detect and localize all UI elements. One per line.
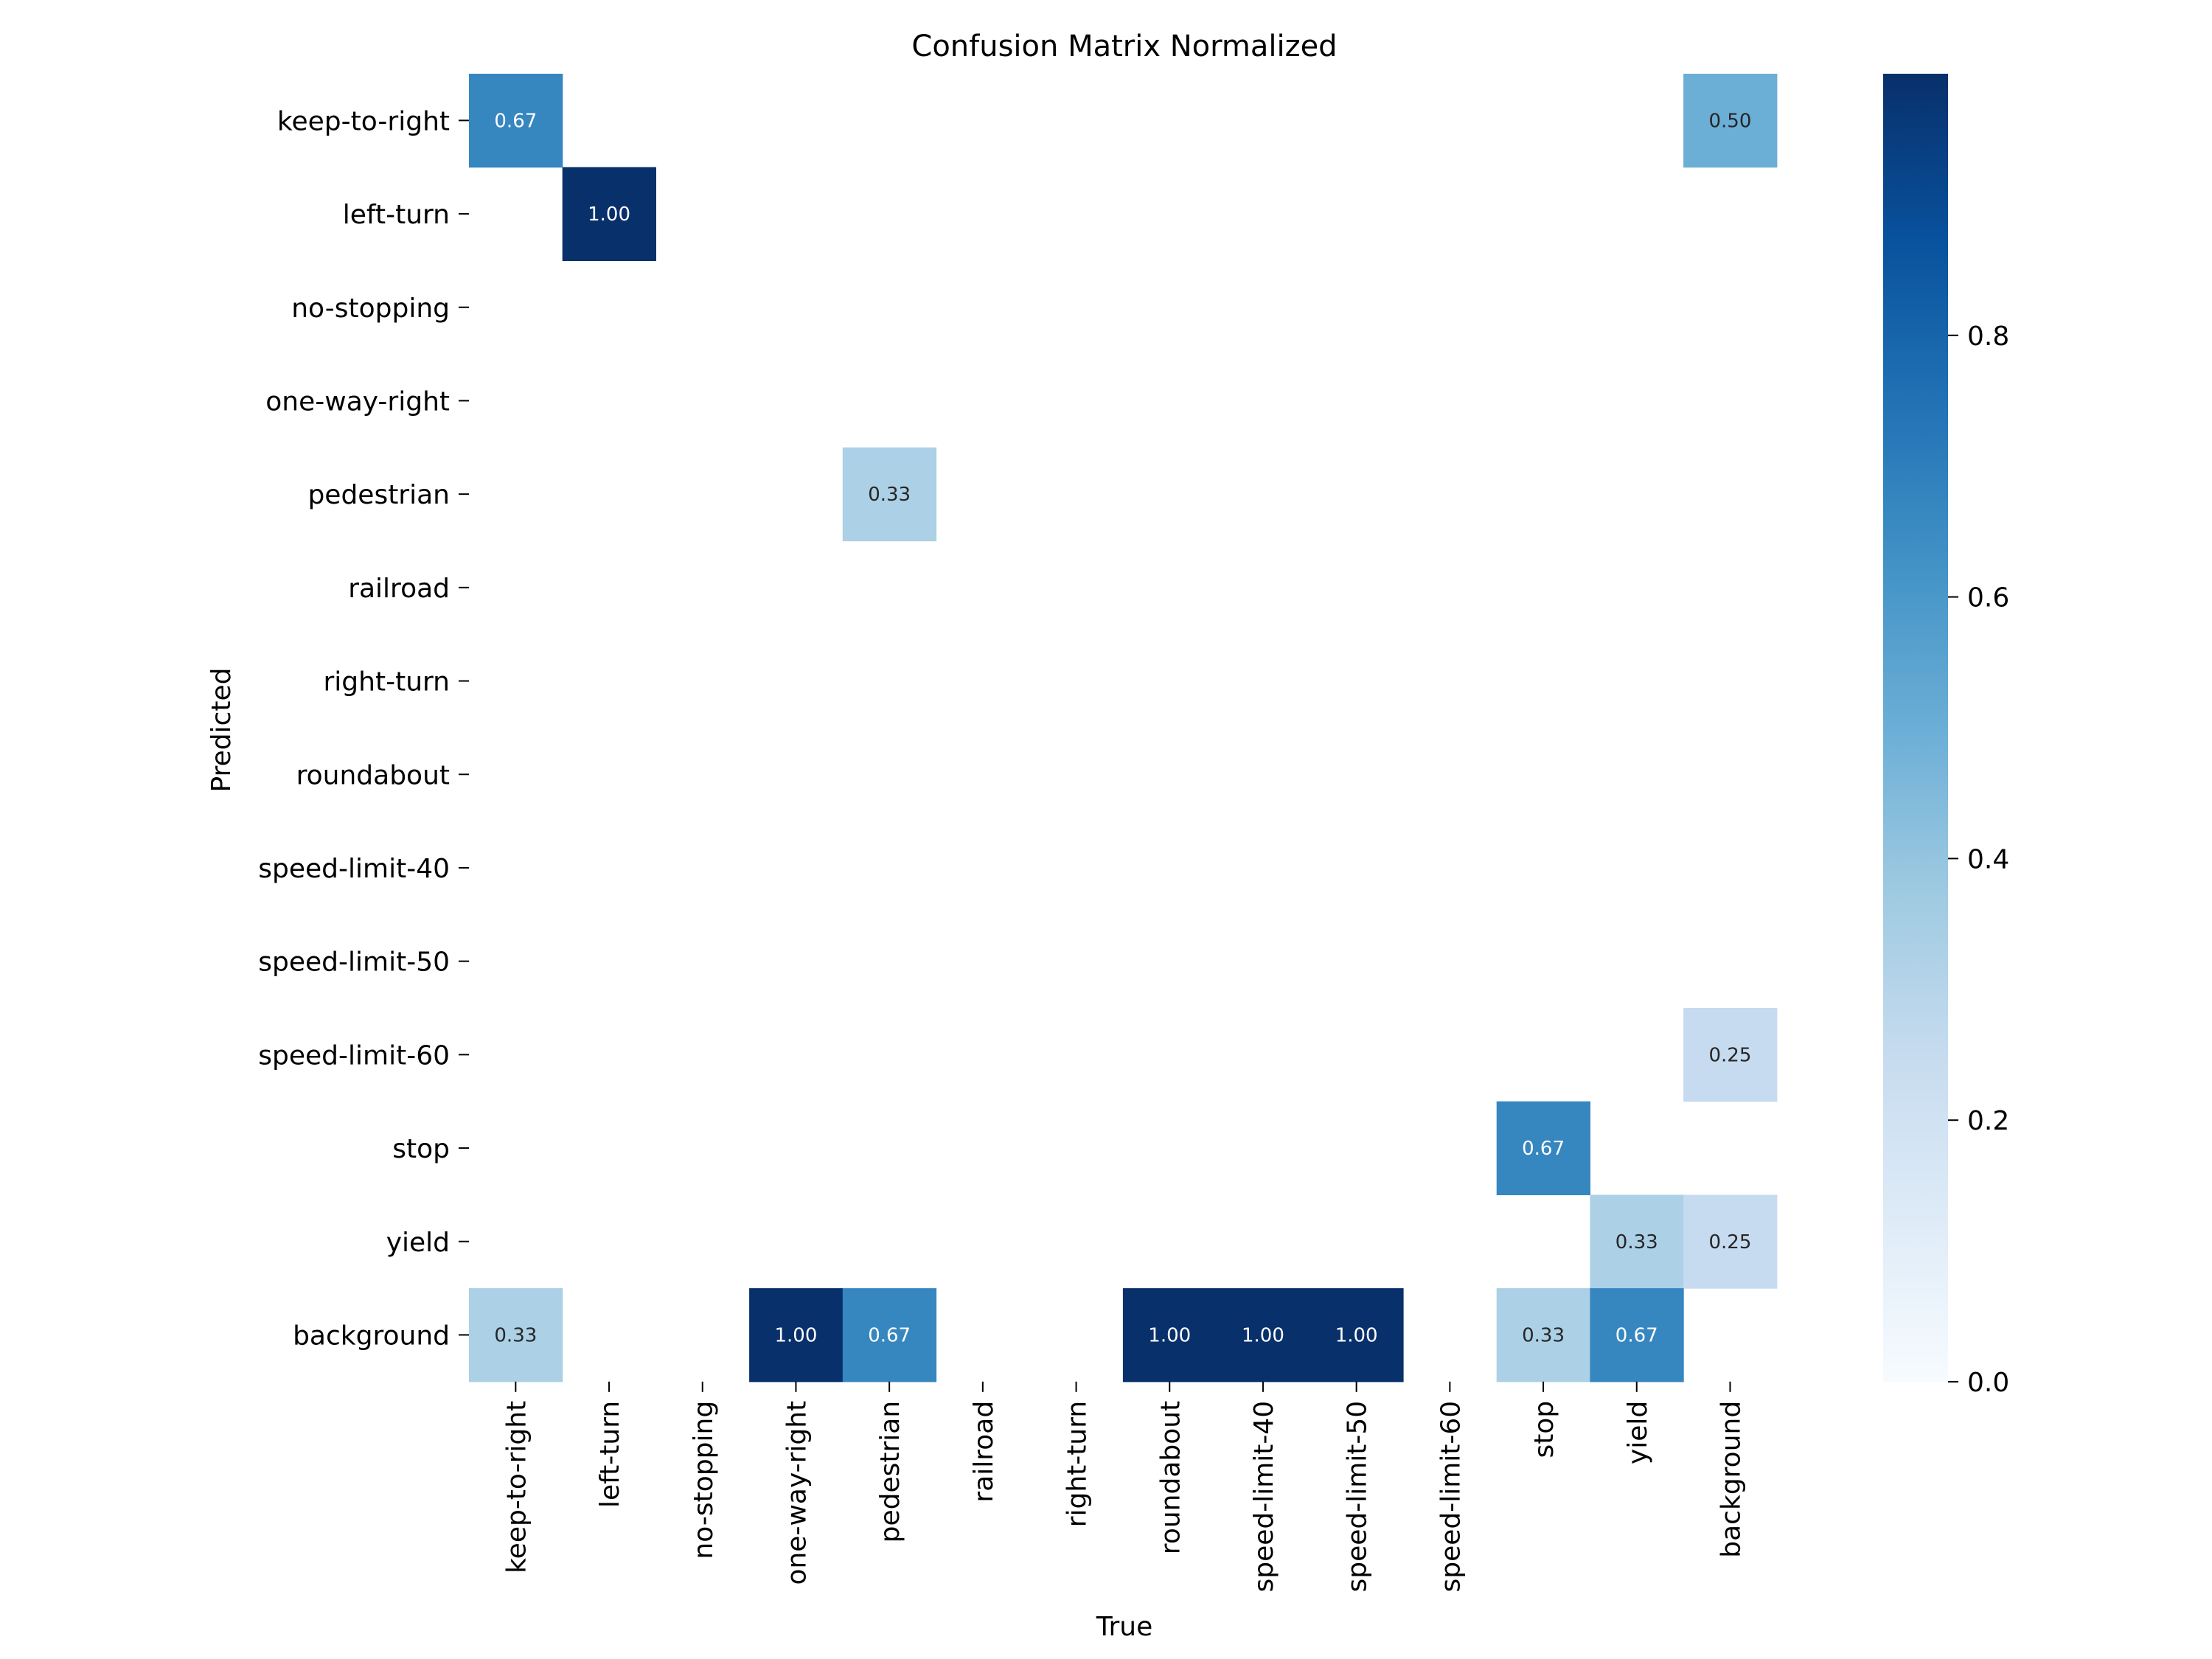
heatmap-cell xyxy=(1683,1008,1778,1102)
colorbar-ticks: 0.0 0.2 0.4 0.6 0.8 xyxy=(1948,321,2009,1398)
cell-value-label: 0.25 xyxy=(1709,1044,1752,1066)
y-tick-label: railroad xyxy=(348,574,450,604)
chart-title: Confusion Matrix Normalized xyxy=(911,29,1337,63)
heatmap-cell xyxy=(1590,1194,1684,1289)
y-axis-ticks: keep-to-right left-turn no-stopping one-way… xyxy=(258,106,469,1351)
colorbar-gradient xyxy=(1883,74,1948,1382)
y-axis-label: Predicted xyxy=(206,668,237,793)
cell-value-label: 1.00 xyxy=(775,1324,818,1346)
heatmap-cell xyxy=(842,1288,937,1382)
cell-value-label: 0.50 xyxy=(1709,110,1752,132)
y-tick-label: roundabout xyxy=(296,760,450,790)
heatmap-cell xyxy=(469,74,563,168)
x-tick-label: one-way-right xyxy=(782,1401,812,1585)
colorbar-tick-label: 0.0 xyxy=(1967,1368,2009,1398)
y-tick-label: pedestrian xyxy=(307,480,450,510)
cell-value-label: 1.00 xyxy=(588,204,630,226)
heatmap-cells: 0.67 0.50 1.00 0.33 0.25 0.67 0.33 0.25 0.33 1.00… xyxy=(469,74,1778,1382)
cell-value-label: 0.67 xyxy=(494,110,537,132)
x-tick-label: railroad xyxy=(969,1401,999,1503)
cell-value-label: 0.33 xyxy=(1522,1324,1565,1346)
colorbar-tick-label: 0.4 xyxy=(1967,844,2009,874)
x-tick-label: background xyxy=(1716,1401,1746,1558)
y-tick-label: left-turn xyxy=(343,200,450,230)
cell-value-label: 0.67 xyxy=(868,1324,911,1346)
cell-value-label: 1.00 xyxy=(1242,1324,1284,1346)
x-tick-label: keep-to-right xyxy=(501,1401,532,1573)
heatmap-cell xyxy=(1683,74,1778,168)
y-tick-label: speed-limit-60 xyxy=(258,1040,450,1071)
x-tick-label: speed-limit-50 xyxy=(1343,1401,1373,1593)
x-axis-ticks: keep-to-right left-turn no-stopping one-way… xyxy=(501,1381,1746,1593)
y-tick-label: speed-limit-50 xyxy=(258,947,450,978)
y-tick-label: stop xyxy=(392,1134,450,1164)
cell-value-label: 1.00 xyxy=(1148,1324,1191,1346)
x-axis-label: True xyxy=(1096,1612,1152,1642)
y-tick-label: right-turn xyxy=(324,667,451,698)
x-tick-label: no-stopping xyxy=(689,1401,719,1559)
cell-value-label: 0.67 xyxy=(1522,1138,1565,1160)
y-tick-label: one-way-right xyxy=(265,386,450,417)
y-tick-label: yield xyxy=(386,1228,450,1258)
heatmap-cell xyxy=(1683,1194,1778,1289)
cell-value-label: 1.00 xyxy=(1335,1324,1378,1346)
heatmap-cell xyxy=(469,1288,563,1382)
heatmap-cell xyxy=(1310,1288,1404,1382)
colorbar-tick-label: 0.6 xyxy=(1967,583,2009,613)
heatmap-cell xyxy=(842,447,937,542)
x-tick-label: roundabout xyxy=(1155,1401,1186,1554)
x-tick-label: right-turn xyxy=(1062,1401,1093,1528)
colorbar-tick-label: 0.8 xyxy=(1967,321,2009,352)
heatmap-cell xyxy=(749,1288,844,1382)
y-tick-label: no-stopping xyxy=(291,293,450,324)
cell-value-label: 0.33 xyxy=(494,1324,537,1346)
y-tick-label: keep-to-right xyxy=(277,106,450,136)
cell-value-label: 0.33 xyxy=(868,484,911,506)
heatmap-cell xyxy=(1216,1288,1310,1382)
x-tick-label: speed-limit-40 xyxy=(1249,1401,1279,1593)
y-tick-label: background xyxy=(293,1321,450,1351)
x-tick-label: stop xyxy=(1529,1401,1559,1458)
heatmap-cell xyxy=(1122,1288,1217,1382)
cell-value-label: 0.25 xyxy=(1709,1231,1752,1253)
colorbar: 0.0 0.2 0.4 0.6 0.8 xyxy=(1883,74,2009,1398)
x-tick-label: yield xyxy=(1623,1401,1653,1464)
heatmap-cell xyxy=(1496,1101,1590,1195)
heatmap-cell xyxy=(1496,1288,1590,1382)
cell-value-label: 0.33 xyxy=(1615,1231,1658,1253)
x-tick-label: speed-limit-60 xyxy=(1436,1401,1466,1593)
x-tick-label: left-turn xyxy=(595,1401,625,1508)
heatmap-cell xyxy=(1590,1288,1684,1382)
heatmap-cell xyxy=(562,167,656,261)
y-tick-label: speed-limit-40 xyxy=(258,854,450,884)
cell-value-label: 0.67 xyxy=(1615,1324,1658,1346)
colorbar-tick-label: 0.2 xyxy=(1967,1106,2009,1136)
x-tick-label: pedestrian xyxy=(875,1401,905,1543)
